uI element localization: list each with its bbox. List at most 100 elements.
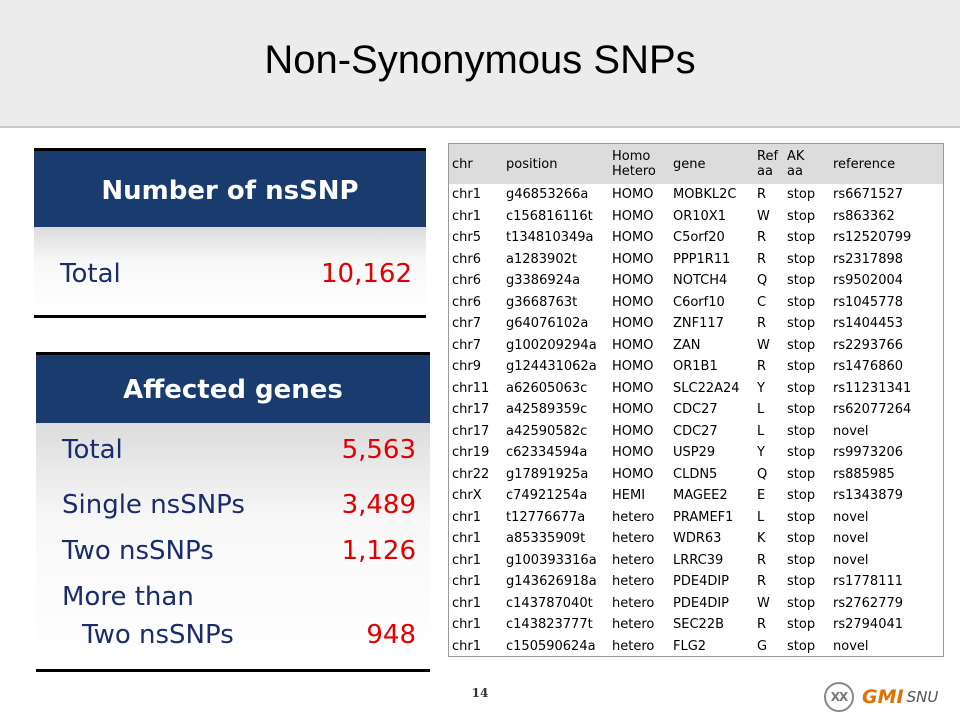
table-cell: chr6 (452, 294, 482, 310)
table-cell: W (757, 337, 770, 353)
logo-suffix: SNU (906, 688, 939, 706)
table-cell: stop (787, 531, 816, 547)
table-cell: rs1476860 (833, 359, 904, 375)
table-cell: ZAN (673, 337, 701, 353)
table-cell: HOMO (612, 208, 654, 224)
table-cell: hetero (612, 531, 655, 547)
gmi-snu-logo: XX GMI SNU (824, 680, 938, 714)
table-cell: stop (787, 445, 816, 461)
table-cell: HOMO (612, 423, 654, 439)
genes-panel-body: Total 5,563 Single nsSNPs 3,489 Two nsSN… (36, 423, 430, 672)
table-cell: chr5 (452, 230, 482, 246)
table-cell: g46853266a (506, 187, 589, 203)
genes-row-value: 5,563 (341, 435, 416, 465)
table-cell: C (757, 294, 767, 310)
table-cell: c74921254a (506, 488, 588, 504)
table-cell: a42590582c (506, 423, 588, 439)
table-cell: stop (787, 230, 816, 246)
table-cell: c143787040t (506, 595, 593, 611)
table-cell: novel (833, 638, 869, 654)
table-cell: chrX (452, 488, 482, 504)
slide-header (0, 0, 960, 128)
table-cell: stop (787, 552, 816, 568)
genes-row-value: 948 (366, 620, 416, 650)
table-cell: SEC22B (673, 617, 725, 633)
column-header: Homo Hetero (609, 144, 670, 184)
table-cell: Q (757, 466, 768, 482)
table-cell: novel (833, 531, 869, 547)
column-header: position (503, 144, 609, 184)
table-cell: novel (833, 509, 869, 525)
table-cell: L (757, 402, 765, 418)
genes-panel-header: Affected genes (36, 352, 430, 423)
table-cell: a85335909t (506, 531, 586, 547)
table-cell: a42589359c (506, 402, 588, 418)
table-cell: C6orf10 (673, 294, 725, 310)
table-cell: rs11231341 (833, 380, 912, 396)
table-cell: chr7 (452, 337, 482, 353)
table-cell: stop (787, 402, 816, 418)
table-cell: E (757, 488, 766, 504)
table-cell: stop (787, 294, 816, 310)
table-cell: rs2293766 (833, 337, 904, 353)
table-cell: chr1 (452, 187, 482, 203)
table-cell: R (757, 230, 767, 246)
table-cell: HOMO (612, 230, 654, 246)
table-cell: HOMO (612, 337, 654, 353)
nssnp-panel-header: Number of nsSNP (34, 148, 426, 227)
table-cell: chr11 (452, 380, 490, 396)
table-cell: rs885985 (833, 466, 895, 482)
nssnp-total-value: 10,162 (321, 259, 412, 289)
table-cell: stop (787, 574, 816, 590)
table-cell: R (757, 574, 767, 590)
table-cell: W (757, 208, 770, 224)
table-cell: chr19 (452, 445, 490, 461)
table-cell: HOMO (612, 187, 654, 203)
table-cell: R (757, 251, 767, 267)
table-cell: CLDN5 (673, 466, 718, 482)
table-cell: c156816116t (506, 208, 593, 224)
table-cell: stop (787, 638, 816, 654)
column-header: chr (449, 144, 503, 184)
table-cell: rs2794041 (833, 617, 904, 633)
table-cell: chr17 (452, 402, 490, 418)
table-cell: NOTCH4 (673, 273, 728, 289)
table-cell: g100393316a (506, 552, 597, 568)
table-cell: rs9973206 (833, 445, 904, 461)
table-cell: c143823777t (506, 617, 593, 633)
column-header-ref-aa: Ref aa (757, 149, 779, 179)
table-cell: chr1 (452, 509, 482, 525)
table-cell: W (757, 595, 770, 611)
logo-brand: GMI (862, 686, 904, 708)
table-cell: stop (787, 187, 816, 203)
table-cell: R (757, 359, 767, 375)
table-cell: t134810349a (506, 230, 594, 246)
table-cell: CDC27 (673, 423, 718, 439)
table-cell: hetero (612, 552, 655, 568)
genes-row-label: Two nsSNPs (82, 620, 234, 650)
table-cell: OR1B1 (673, 359, 718, 375)
table-cell: chr9 (452, 359, 482, 375)
genes-row-label: More than (62, 582, 194, 612)
table-cell: stop (787, 359, 816, 375)
slide-title: Non-Synonymous SNPs (264, 38, 696, 82)
table-cell: a62605063c (506, 380, 588, 396)
table-cell: R (757, 552, 767, 568)
table-cell: L (757, 423, 765, 439)
table-cell: FLG2 (673, 638, 707, 654)
table-cell: stop (787, 208, 816, 224)
table-cell: rs6671527 (833, 187, 904, 203)
genes-row-label: Two nsSNPs (62, 536, 214, 566)
table-cell: hetero (612, 638, 655, 654)
chromosome-circle-icon: XX (824, 682, 854, 712)
table-cell: stop (787, 509, 816, 525)
table-cell: c62334594a (506, 445, 588, 461)
